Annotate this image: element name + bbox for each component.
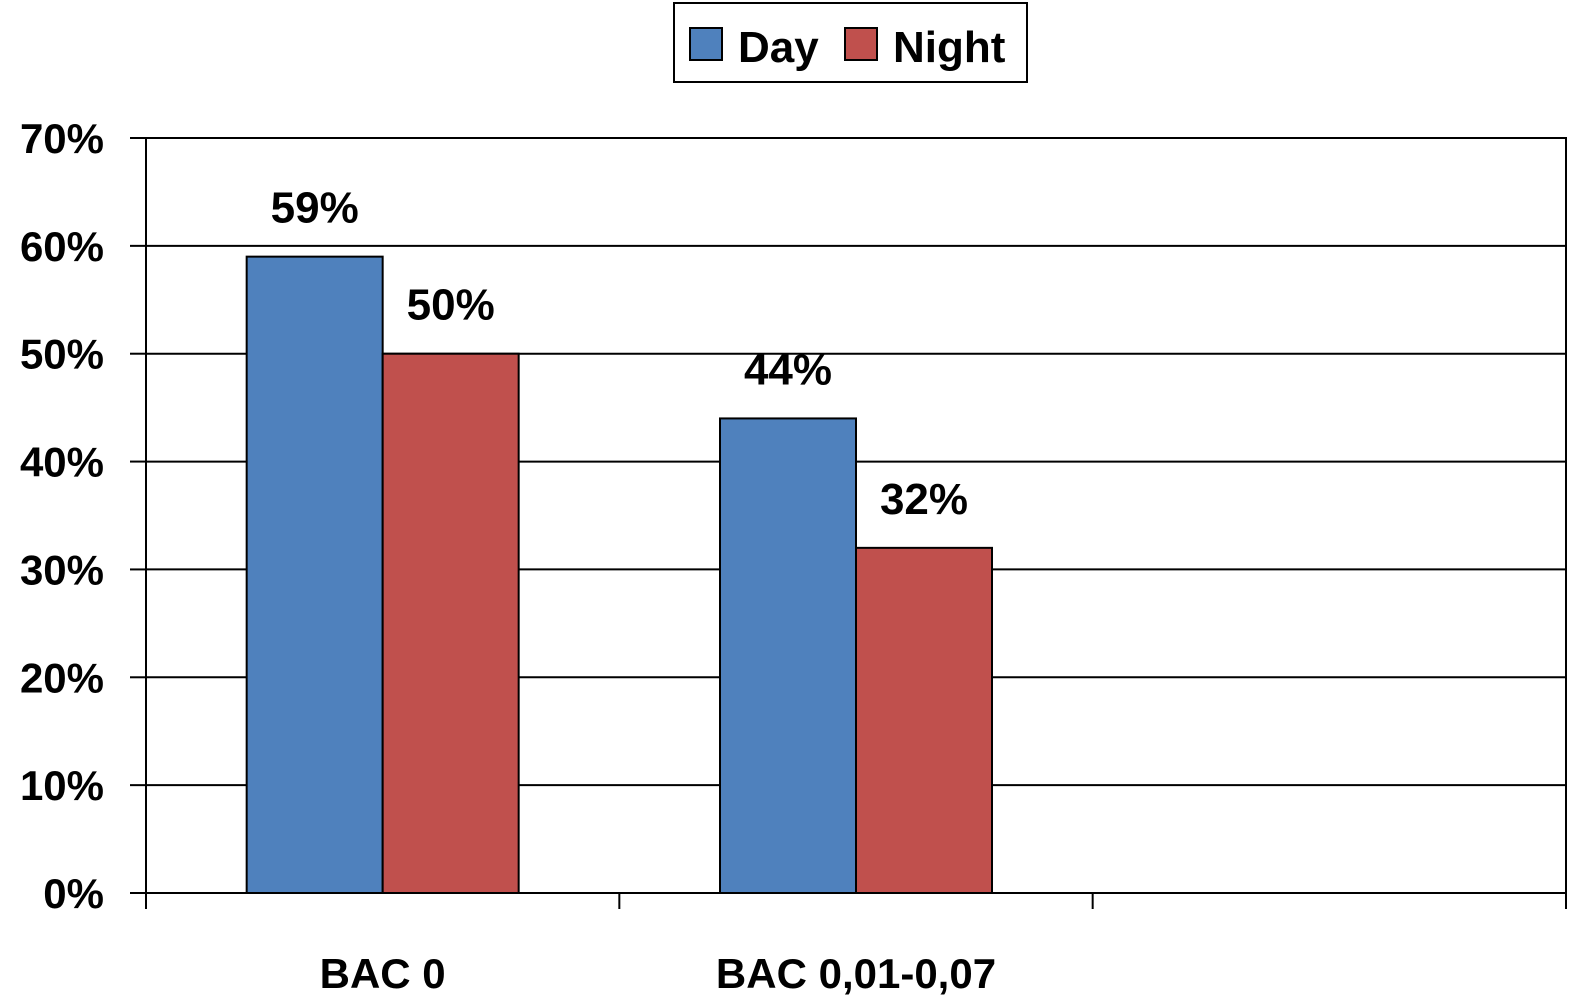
bar-day-1 xyxy=(245,255,384,894)
legend-label-day: Day xyxy=(738,23,819,72)
data-labels: 59% 44% 50% 32% xyxy=(271,184,968,524)
legend: Day Night xyxy=(673,2,1028,83)
data-label: 50% xyxy=(407,281,495,330)
y-tick-label: 30% xyxy=(20,546,104,593)
data-label: 44% xyxy=(744,345,832,394)
data-label: 32% xyxy=(880,475,968,524)
y-tick-label: 10% xyxy=(20,762,104,809)
bar-day-2 xyxy=(719,417,857,894)
bar-night-1 xyxy=(381,352,520,894)
bars xyxy=(245,255,993,894)
y-tick-label: 60% xyxy=(20,223,104,270)
y-tick-label: 40% xyxy=(20,439,104,486)
legend-swatch-day xyxy=(689,27,723,61)
bar-night-2 xyxy=(855,546,993,894)
y-tick-label: 0% xyxy=(43,870,104,917)
axes: 0% 10% 20% 30% 40% 50% 60% 70% BAC 0 BAC 0,01-0,0… xyxy=(20,115,1567,997)
y-tick-label: 50% xyxy=(20,331,104,378)
y-tick-label: 70% xyxy=(20,115,104,162)
legend-swatch-night xyxy=(844,27,878,61)
legend-label-night: Night xyxy=(893,23,1006,72)
x-category-label: BAC 0,01-0,07 xyxy=(716,950,996,997)
y-tick-label: 20% xyxy=(20,654,104,701)
x-category-label: BAC 0 xyxy=(320,950,446,997)
data-label: 59% xyxy=(271,184,359,233)
